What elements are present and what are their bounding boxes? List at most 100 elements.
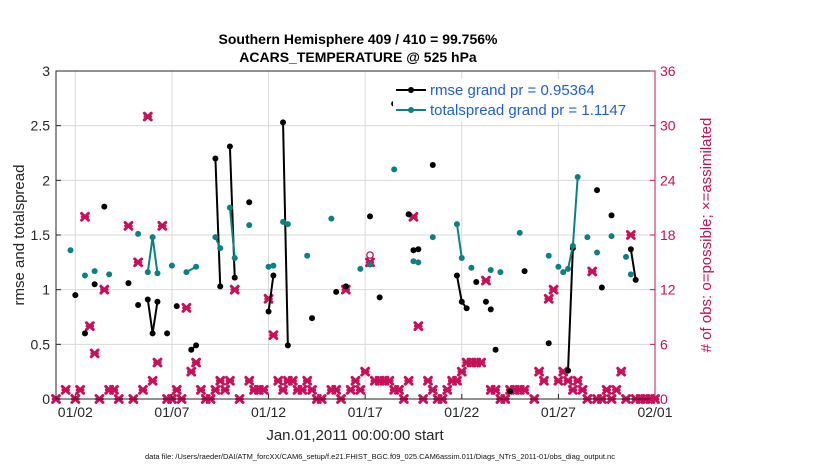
totalspread-point (328, 215, 335, 222)
totalspread-point (81, 272, 88, 279)
rmse-point (135, 301, 142, 308)
legend-rmse-label: rmse grand pr = 0.95364 (430, 82, 595, 99)
rmse-point (598, 284, 605, 291)
rmse-point (164, 330, 171, 337)
y-left-tick-label: 1 (42, 282, 50, 298)
obs-assimilated-point (273, 375, 284, 386)
legend-totalspread-marker (408, 107, 414, 113)
obs-assimilated-point (302, 375, 313, 386)
x-axis-ticks: 01/02 01/07 01/12 01/17 01/22 01/27 02/01 (58, 394, 673, 420)
y-axis-left-ticks: 0 0.5 1 1.5 2 2.5 3 (31, 63, 61, 407)
x-tick-label: 02/01 (637, 404, 672, 420)
obs-assimilated-point (268, 330, 279, 341)
totalspread-point (154, 270, 161, 277)
totalspread-point (106, 271, 113, 278)
totalspread-series (67, 166, 634, 279)
totalspread-point (565, 265, 572, 272)
rmse-point (507, 388, 514, 395)
x-tick-label: 01/12 (251, 404, 286, 420)
y-left-tick-label: 3 (42, 63, 50, 79)
obs-assimilated-point (403, 375, 414, 386)
rmse-point (458, 298, 465, 305)
obs-assimilated-point (601, 384, 612, 395)
obs-assimilated-point (152, 357, 163, 368)
rmse-point (149, 330, 156, 337)
legend: rmse grand pr = 0.95364 totalspread gran… (393, 79, 650, 122)
obs-assimilated-point (567, 384, 578, 395)
x-axis-label: Jan.01,2011 00:00:00 start (266, 427, 444, 444)
rmse-point (627, 246, 634, 253)
y-left-tick-label: 2.5 (31, 118, 51, 134)
obs-assimilated-point (215, 375, 226, 386)
totalspread-point (608, 233, 615, 240)
totalspread-point (168, 262, 175, 269)
rmse-point (284, 342, 291, 349)
x-tick-label: 01/27 (541, 404, 576, 420)
obs-assimilated-point (244, 375, 255, 386)
totalspread-point (594, 249, 601, 256)
totalspread-point (284, 221, 291, 228)
totalspread-point (453, 221, 460, 228)
rmse-point (101, 203, 108, 210)
obs-assimilated-point (109, 384, 119, 395)
obs-assimilated-point (563, 375, 573, 386)
y-right-tick-label: 18 (660, 227, 676, 243)
totalspread-point (270, 262, 277, 269)
totalspread-point (623, 253, 630, 260)
totalspread-point (545, 252, 552, 259)
legend-rmse-marker (408, 87, 414, 93)
obs-assimilated-point (548, 284, 559, 295)
obs-assimilated-point (427, 384, 438, 395)
rmse-point (565, 367, 572, 374)
obs-assimilated-point (171, 384, 182, 395)
rmse-point (429, 162, 436, 169)
obs-assimilated-point (225, 375, 235, 386)
rmse-point (453, 272, 460, 279)
totalspread-point (193, 263, 200, 270)
totalspread-point (183, 269, 190, 276)
rmse-point (521, 268, 528, 275)
x-tick-label: 01/02 (58, 404, 93, 420)
totalspread-line (228, 207, 236, 259)
totalspread-point (391, 166, 398, 173)
obs-assimilated-point (577, 384, 588, 395)
rmse-line (267, 275, 275, 312)
obs-assimilated-point (616, 366, 627, 377)
obs-assimilated-point (186, 366, 197, 377)
footer-data-file: data file: /Users/raeder/DAI/ATM_forcXX/… (145, 452, 615, 461)
rmse-point (154, 298, 161, 305)
obs-assimilated-point (360, 366, 371, 377)
rmse-point (342, 283, 349, 290)
totalspread-point (458, 254, 465, 261)
obs-assimilated-point (413, 321, 424, 332)
totalspread-point (555, 263, 562, 270)
x-tick-label: 01/07 (154, 404, 189, 420)
obs-assimilated-point (196, 384, 206, 395)
obs-assimilated-point (99, 284, 110, 295)
totalspread-point (217, 245, 224, 252)
rmse-point (91, 281, 98, 288)
obs-assimilated-point (384, 375, 395, 386)
totalspread-point (91, 268, 98, 275)
totalspread-line (146, 236, 159, 274)
totalspread-point (584, 234, 591, 241)
x-tick-label: 01/22 (444, 404, 479, 420)
rmse-point (265, 308, 272, 315)
chart-title-line2: ACARS_TEMPERATURE @ 525 hPa (239, 49, 477, 65)
y-axis-right-label: # of obs: o=possible; ×=assimilated (698, 118, 715, 353)
totalspread-point (144, 269, 151, 276)
obs-assimilated-point (625, 230, 636, 240)
rmse-point (376, 294, 383, 301)
rmse-point (482, 298, 489, 305)
obs-assimilated-point (553, 375, 564, 386)
rmse-point (410, 247, 417, 254)
totalspread-point (497, 269, 504, 276)
obs-assimilated-point (191, 357, 201, 368)
rmse-point (144, 296, 151, 303)
totalspread-point (149, 234, 156, 241)
obs-assimilated-point (75, 384, 86, 395)
y-right-tick-label: 30 (660, 118, 676, 134)
rmse-point (173, 303, 180, 310)
rmse-point (270, 272, 277, 279)
rmse-point (226, 143, 233, 150)
